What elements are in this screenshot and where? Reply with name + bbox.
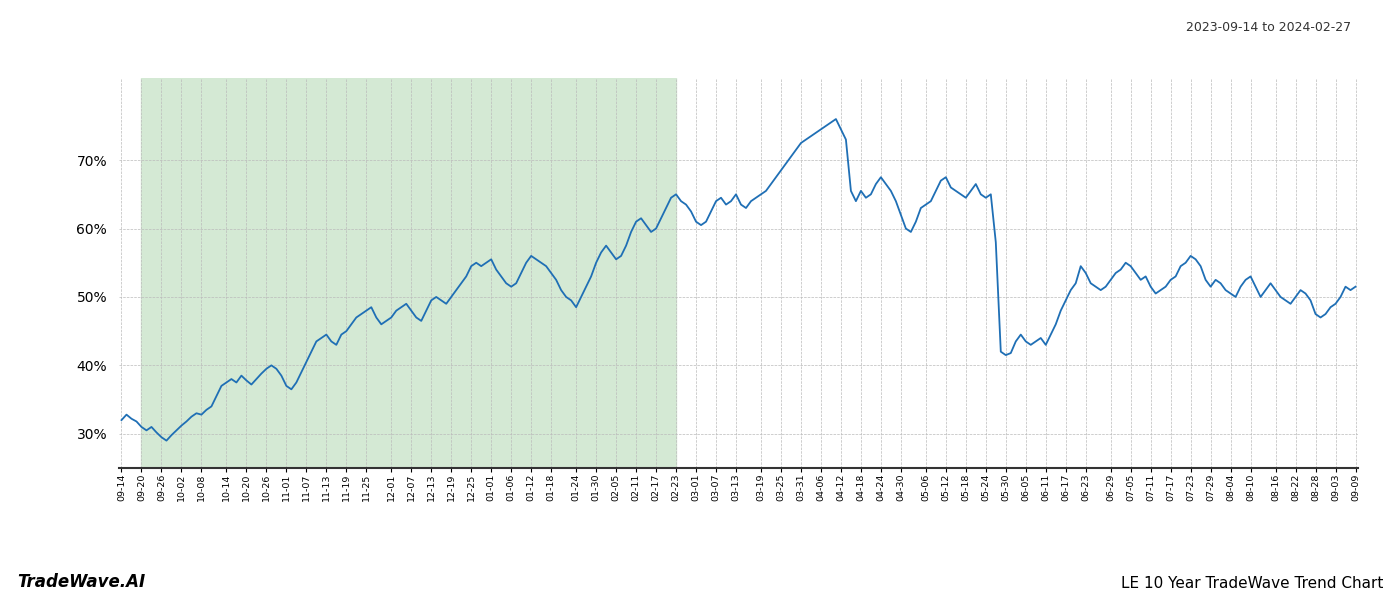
Text: LE 10 Year TradeWave Trend Chart: LE 10 Year TradeWave Trend Chart: [1121, 576, 1383, 591]
Text: TradeWave.AI: TradeWave.AI: [17, 573, 146, 591]
Text: 2023-09-14 to 2024-02-27: 2023-09-14 to 2024-02-27: [1186, 21, 1351, 34]
Bar: [141, 78, 676, 468]
